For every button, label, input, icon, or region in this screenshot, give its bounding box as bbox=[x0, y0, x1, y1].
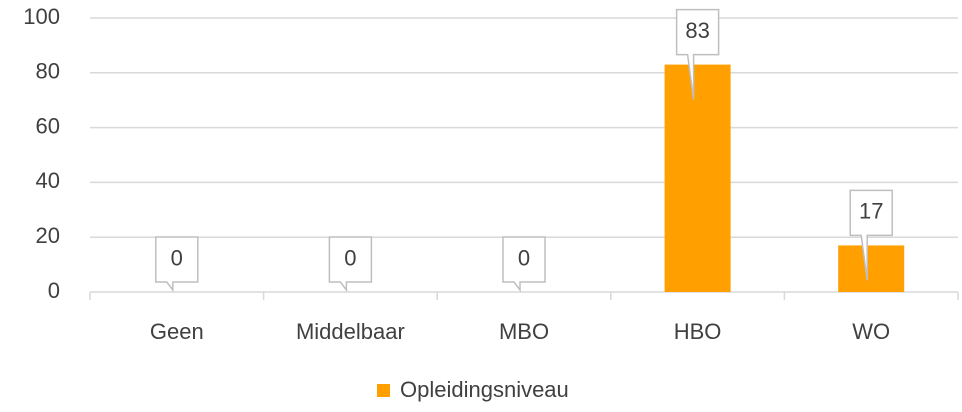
x-tick-label: Geen bbox=[150, 319, 204, 344]
x-tick-label: MBO bbox=[499, 319, 549, 344]
data-label-callout bbox=[328, 236, 373, 293]
data-label: 83 bbox=[685, 18, 709, 43]
y-tick-label: 40 bbox=[36, 168, 60, 193]
bar bbox=[664, 64, 731, 292]
x-tick-label: Middelbaar bbox=[296, 319, 405, 344]
y-tick-label: 100 bbox=[23, 4, 60, 29]
data-label: 0 bbox=[344, 245, 356, 270]
y-tick-label: 80 bbox=[36, 59, 60, 84]
y-tick-label: 60 bbox=[36, 113, 60, 138]
legend-label: Opleidingsniveau bbox=[400, 377, 569, 402]
data-label: 17 bbox=[859, 199, 883, 224]
bar bbox=[838, 245, 905, 292]
data-label-callout bbox=[849, 189, 893, 281]
data-label-callout bbox=[502, 236, 546, 293]
legend-swatch bbox=[377, 384, 390, 397]
x-tick-label: HBO bbox=[674, 319, 722, 344]
data-label: 0 bbox=[518, 245, 530, 270]
x-tick-label: WO bbox=[852, 319, 890, 344]
data-label: 0 bbox=[171, 245, 183, 270]
data-label-callout bbox=[675, 8, 720, 100]
data-label-callout bbox=[155, 236, 199, 293]
y-tick-label: 0 bbox=[48, 278, 60, 303]
y-tick-label: 20 bbox=[36, 223, 60, 248]
